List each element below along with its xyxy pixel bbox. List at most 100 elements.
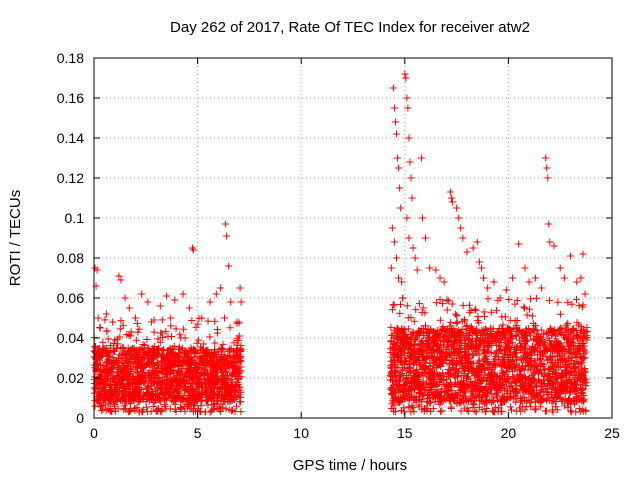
data-point <box>499 321 507 329</box>
data-point <box>92 385 100 393</box>
chart-title: Day 262 of 2017, Rate Of TEC Index for r… <box>170 19 530 36</box>
data-point <box>163 371 171 379</box>
data-point <box>119 370 127 378</box>
data-point <box>415 300 423 308</box>
data-point <box>103 327 111 335</box>
data-point <box>402 74 410 82</box>
data-point <box>388 224 396 232</box>
data-point <box>149 402 157 410</box>
data-point <box>447 194 455 202</box>
data-point <box>387 264 395 272</box>
data-point <box>560 274 568 282</box>
data-point <box>174 363 182 371</box>
data-point <box>471 305 479 313</box>
data-point <box>393 254 401 262</box>
data-point <box>167 363 175 371</box>
data-point <box>200 340 208 348</box>
data-point <box>473 238 481 246</box>
data-point <box>526 295 534 303</box>
data-point <box>158 329 166 337</box>
data-point <box>197 382 205 390</box>
data-point <box>149 348 157 356</box>
data-point <box>95 346 103 354</box>
data-point <box>176 349 184 357</box>
data-point <box>457 224 465 232</box>
data-point <box>203 389 211 397</box>
data-point <box>226 324 234 332</box>
data-point <box>148 388 156 396</box>
data-point <box>389 301 397 309</box>
data-point <box>229 347 237 355</box>
data-point <box>193 339 201 347</box>
data-point <box>218 394 226 402</box>
data-point <box>114 369 122 377</box>
data-point <box>107 381 115 389</box>
data-point <box>147 374 155 382</box>
data-point <box>209 406 217 414</box>
data-point <box>140 376 148 384</box>
data-point <box>393 130 401 138</box>
data-point <box>396 309 404 317</box>
data-point <box>202 358 210 366</box>
data-point <box>538 326 546 334</box>
data-point <box>150 347 158 355</box>
data-point <box>94 391 102 399</box>
data-point <box>171 350 179 358</box>
x-tick-label: 20 <box>501 425 517 441</box>
data-point <box>111 336 119 344</box>
data-point <box>223 232 231 240</box>
data-point <box>156 391 164 399</box>
data-point <box>235 332 243 340</box>
data-point <box>184 373 192 381</box>
data-point <box>218 386 226 394</box>
data-point <box>166 405 174 413</box>
data-point <box>405 134 413 142</box>
data-point <box>484 295 492 303</box>
data-point <box>107 360 115 368</box>
data-point <box>436 408 444 416</box>
data-point <box>123 361 131 369</box>
data-point <box>126 332 134 340</box>
data-point <box>98 376 106 384</box>
data-point <box>170 342 178 350</box>
data-point <box>221 314 229 322</box>
data-point <box>389 84 397 92</box>
data-point <box>233 353 241 361</box>
data-point <box>139 340 147 348</box>
data-point <box>188 372 196 380</box>
data-point <box>170 397 178 405</box>
data-point <box>453 312 461 320</box>
data-point <box>137 368 145 376</box>
data-point <box>156 398 164 406</box>
data-point <box>531 406 539 414</box>
data-point <box>407 174 415 182</box>
data-point <box>135 325 143 333</box>
data-point <box>225 406 233 414</box>
data-point <box>481 407 489 415</box>
y-tick-label: 0.16 <box>57 90 84 106</box>
data-point <box>223 380 231 388</box>
data-point <box>102 310 110 318</box>
data-point <box>99 338 107 346</box>
data-point <box>208 351 216 359</box>
data-point <box>452 310 460 318</box>
data-point <box>161 403 169 411</box>
data-point <box>94 352 102 360</box>
data-point <box>448 300 456 308</box>
data-point <box>106 404 114 412</box>
data-point <box>212 290 220 298</box>
data-point <box>211 339 219 347</box>
data-point <box>189 407 197 415</box>
data-point <box>232 362 240 370</box>
data-point <box>216 284 224 292</box>
x-tick-label: 5 <box>194 425 202 441</box>
data-point <box>172 325 180 333</box>
data-point <box>144 369 152 377</box>
data-point <box>532 294 540 302</box>
data-point <box>443 296 451 304</box>
data-point <box>217 408 225 416</box>
data-point <box>152 374 160 382</box>
data-point <box>149 351 157 359</box>
data-point <box>213 377 221 385</box>
data-point <box>219 398 227 406</box>
